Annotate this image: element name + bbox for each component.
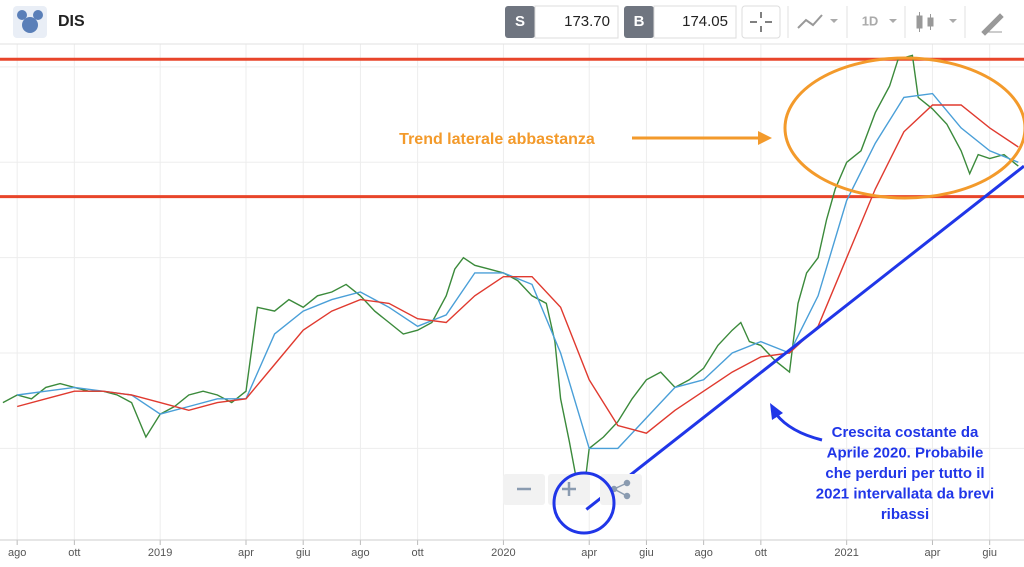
trendline <box>585 164 1024 511</box>
x-tick-label: ago <box>351 547 369 559</box>
x-tick-label: 2019 <box>148 547 172 559</box>
annotation-line: Crescita costante da <box>832 424 979 441</box>
dropdown-icon <box>949 19 957 23</box>
timeframe[interactable]: 1D <box>862 13 879 28</box>
crosshair-icon <box>750 12 772 32</box>
indicator-button[interactable] <box>797 14 823 29</box>
buy-label[interactable]: B <box>634 13 645 30</box>
highlight-ellipse <box>783 56 1024 200</box>
x-tick-label: 2021 <box>834 547 858 559</box>
x-tick-label: giu <box>982 547 997 559</box>
crosshair-button[interactable] <box>741 5 781 39</box>
x-tick-label: ott <box>68 547 80 559</box>
buy-price-box[interactable] <box>653 5 737 39</box>
sell-label[interactable]: S <box>515 13 525 30</box>
share-icon <box>610 479 631 500</box>
x-tick-label: 2020 <box>491 547 515 559</box>
annotation-line: che perduri per tutto il <box>825 465 984 482</box>
sell-price[interactable]: 173.70 <box>564 13 610 30</box>
chart-layer: ago ott 2019 apr giu ago ott 2020 apr giu ago ott 20… <box>0 44 1024 559</box>
x-tick-label: apr <box>238 547 254 559</box>
x-tick-label: ago <box>8 547 26 559</box>
share-button[interactable] <box>600 474 642 505</box>
x-tick-label: giu <box>639 547 654 559</box>
x-tick-label: ago <box>694 547 712 559</box>
x-tick-label: apr <box>925 547 941 559</box>
annotation: Crescita costante da Aprile 2020. Probabi… <box>816 424 994 523</box>
x-tick-label: ott <box>411 547 423 559</box>
dropdown-icon <box>889 19 897 23</box>
sell-button[interactable] <box>505 6 535 38</box>
annotation-line: ribassi <box>881 506 929 523</box>
arrowhead <box>770 403 783 420</box>
arrowhead <box>758 131 772 145</box>
buy-price[interactable]: 174.05 <box>682 13 728 30</box>
price-line <box>17 104 1019 434</box>
buy-button[interactable] <box>624 6 654 38</box>
annotation-line: 2021 intervallata da brevi <box>816 485 994 502</box>
draw-button[interactable] <box>981 13 1004 36</box>
arrow <box>774 413 823 442</box>
annotation: Trend laterale abbastanza <box>399 131 595 148</box>
dropdown-icon <box>830 19 838 23</box>
sell-price-box[interactable] <box>534 5 619 39</box>
symbol: DIS <box>58 13 85 30</box>
price-line <box>2 54 1019 489</box>
annotation-line: Aprile 2020. Probabile <box>827 444 984 461</box>
x-tick-label: ott <box>755 547 767 559</box>
x-tick-label: giu <box>296 547 311 559</box>
highlight-circle <box>552 471 616 535</box>
x-tick-label: apr <box>581 547 597 559</box>
zoom-in-icon <box>562 482 576 496</box>
logo-icon <box>17 10 43 33</box>
candle-type-button[interactable] <box>916 12 934 32</box>
